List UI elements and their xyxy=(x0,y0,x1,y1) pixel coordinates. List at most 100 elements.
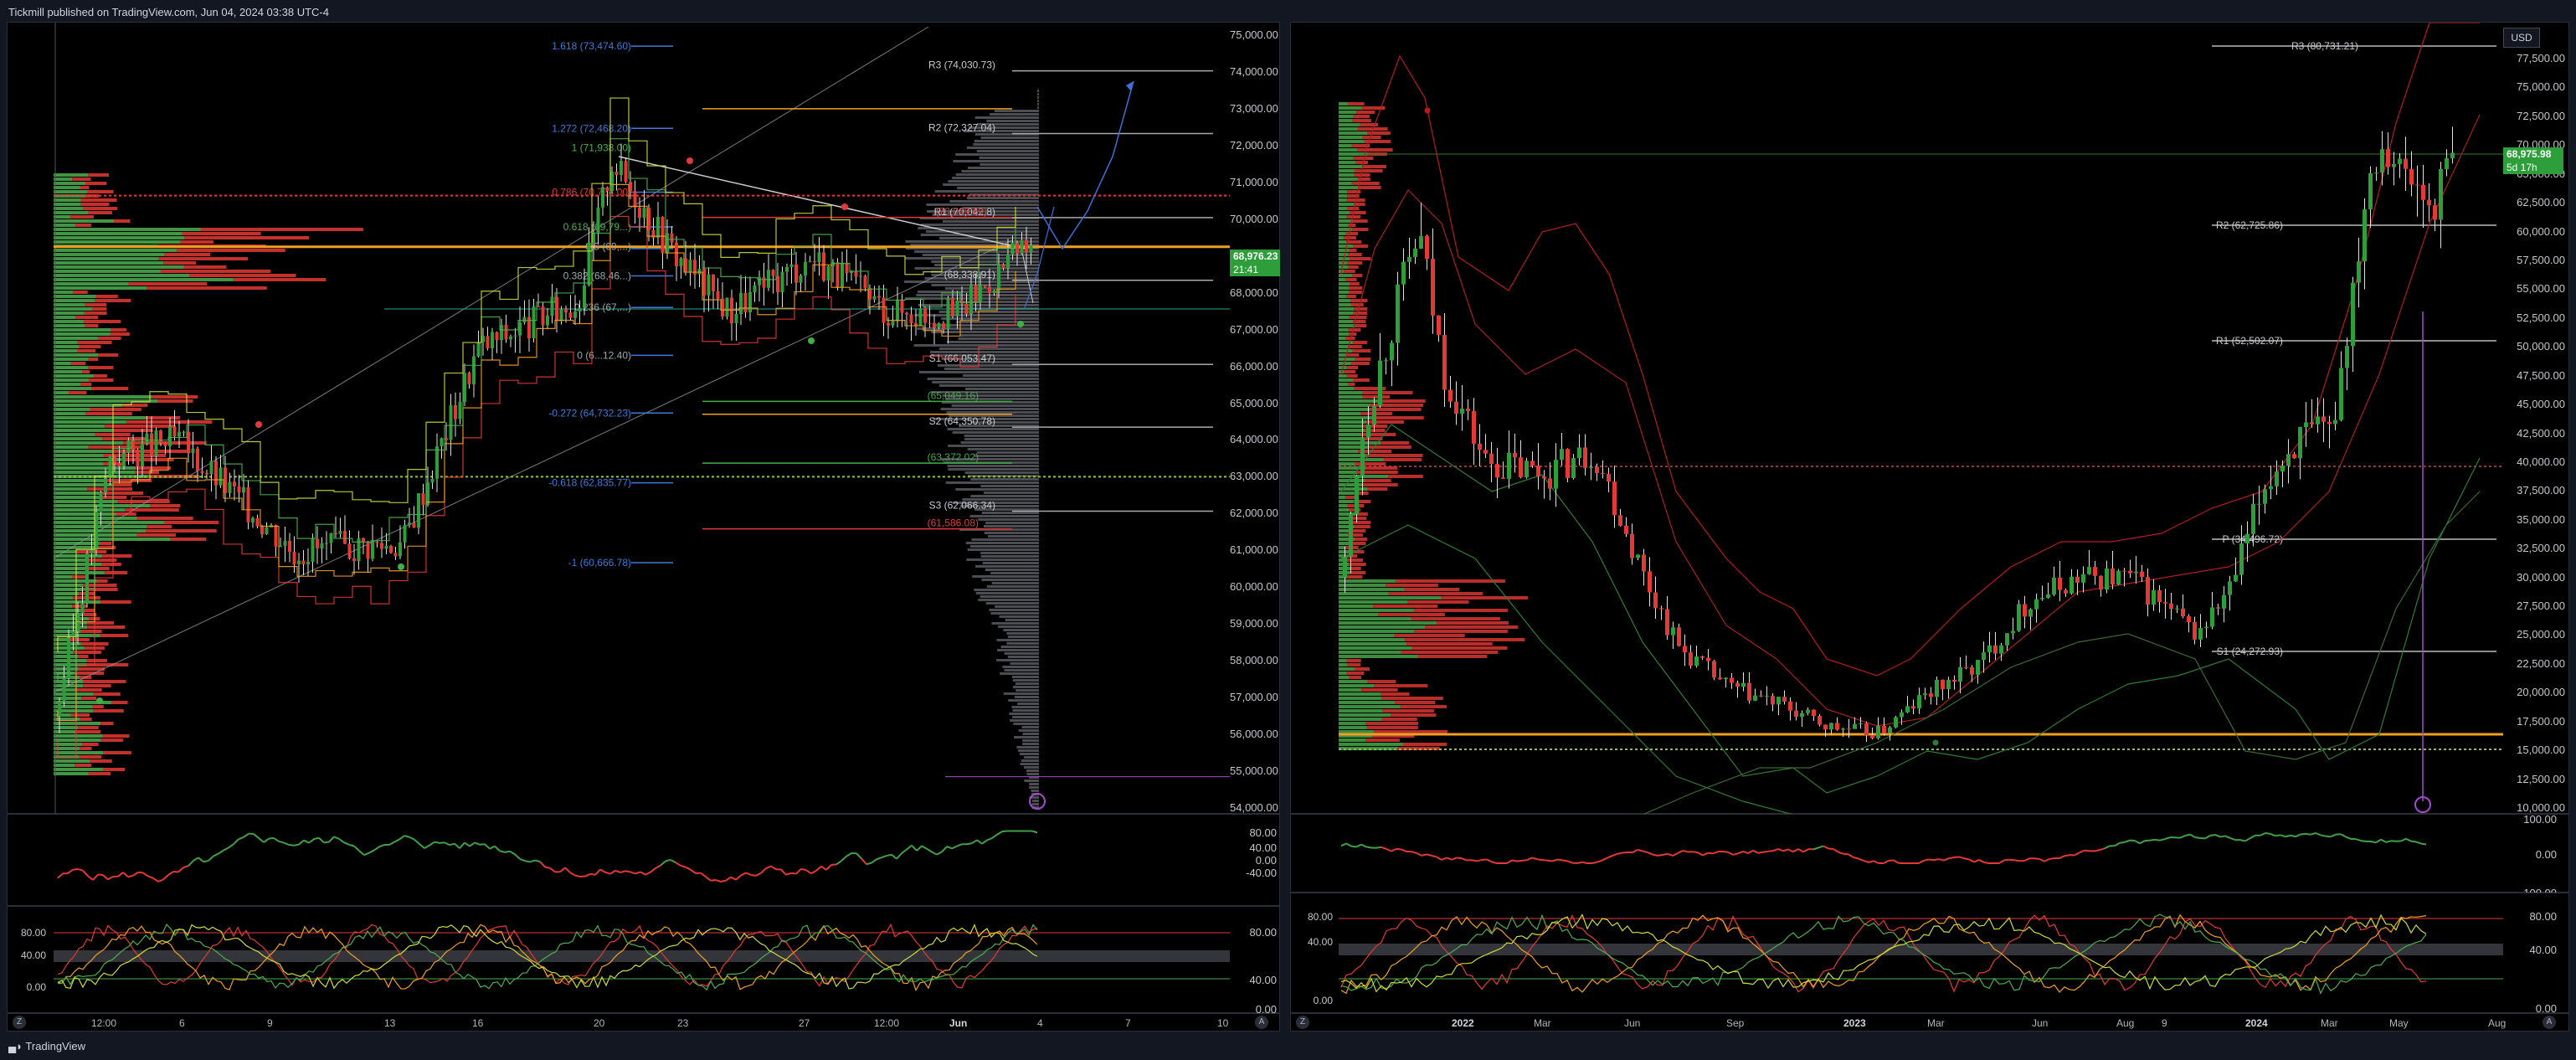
candle-body xyxy=(675,242,678,266)
left-x-tick: 6 xyxy=(179,1017,185,1029)
volume-profile-bar xyxy=(1347,207,1360,210)
volume-profile-bar xyxy=(91,387,129,390)
rsi-segment xyxy=(122,872,129,878)
left-y-tick: 71,000.00 xyxy=(1230,175,1278,188)
candle-body xyxy=(2374,172,2378,174)
candle-body xyxy=(1923,693,1927,696)
right-auto-button[interactable]: A xyxy=(2543,1016,2556,1029)
volume-profile-bar xyxy=(985,569,1039,571)
volume-profile-bar xyxy=(77,655,89,658)
volume-profile-bar xyxy=(1339,709,1383,713)
volume-profile-bar xyxy=(80,186,90,189)
candle-body xyxy=(1765,696,1769,697)
left-zoom-button[interactable]: Z xyxy=(13,1016,26,1029)
candle-body xyxy=(2398,158,2402,164)
rsi-segment xyxy=(730,876,737,881)
volume-profile-bar xyxy=(1339,228,1353,231)
candle-body xyxy=(380,543,383,549)
rsi-segment xyxy=(2023,857,2030,862)
volume-profile-bar xyxy=(69,391,87,394)
volume-profile-bar xyxy=(974,455,1039,457)
left-price-plot[interactable]: 1.618 (73,474.60)1.272 (72,468.20)1 (71,… xyxy=(8,23,1230,815)
volume-profile-bar xyxy=(1353,500,1371,503)
right-price-plot[interactable]: R3 (80,731.21)R2 (62,725.86)R1 (52,502.0… xyxy=(1291,23,2503,815)
volume-profile-bar xyxy=(1374,684,1428,687)
rsi-segment xyxy=(650,867,656,873)
volume-profile-bar xyxy=(54,730,76,733)
volume-profile-bar xyxy=(54,383,81,386)
candle-body xyxy=(1730,677,1734,683)
right-stoch-pane[interactable]: 80.00 40.00 0.00 80.00 40.00 0.00 xyxy=(1290,893,2569,1015)
volume-profile-bar xyxy=(1339,613,1379,616)
volume-profile-bar xyxy=(1003,629,1039,631)
candle-body xyxy=(2433,205,2437,220)
right-price-axis[interactable]: 77,500.0075,000.0072,500.0070,000.0065,0… xyxy=(2503,23,2570,815)
volume-profile-bar xyxy=(146,529,217,533)
volume-profile-bar xyxy=(1339,378,1354,382)
volume-profile-bar xyxy=(1374,730,1447,733)
projection-path xyxy=(1024,206,1055,308)
candle-body xyxy=(780,271,784,293)
rsi-segment xyxy=(1441,857,1447,861)
volume-profile-bar xyxy=(1026,769,1039,772)
volume-profile-bar xyxy=(1354,525,1370,528)
tradingview-brand: TradingView xyxy=(25,1040,85,1052)
volume-profile-bar xyxy=(1352,228,1369,231)
volume-profile-bar xyxy=(54,471,136,474)
right-chart-pane[interactable]: R3 (80,731.21) R2 (62,725.86) R1 (52,502.0… xyxy=(1290,22,2570,815)
candle-body xyxy=(2310,422,2314,425)
volume-profile-bar xyxy=(1339,249,1350,252)
right-y-tick: 72,500.00 xyxy=(2517,109,2565,122)
rsi-segment xyxy=(1531,857,1538,861)
candle-body xyxy=(2157,589,2162,603)
candle-body xyxy=(1618,515,1622,526)
volume-profile-bar xyxy=(999,615,1039,618)
volume-profile-bar xyxy=(1354,173,1370,177)
candle-body xyxy=(2368,172,2373,210)
candle-body xyxy=(1425,235,1429,260)
volume-profile-bar xyxy=(1339,747,1398,750)
right-time-axis[interactable]: 2022 Mar Jun Sep 2023 Mar Jun Aug 9 2024 Mar May Aug… xyxy=(1290,1013,2569,1032)
right-rsi-pane[interactable]: 100.000.00-100.00 xyxy=(1290,813,2569,899)
volume-profile-bar xyxy=(1339,198,1347,202)
volume-profile-bar xyxy=(1349,517,1367,520)
volume-profile-bar xyxy=(1339,605,1374,608)
left-chart-pane[interactable]: 1.618 (73,474.60) 1.272 (72,468.20) 1 (71,… xyxy=(7,22,1281,815)
tradingview-logo[interactable]: ▄◗ TradingView xyxy=(8,1040,85,1052)
volume-profile-bar xyxy=(1349,249,1357,252)
candle-body xyxy=(104,477,107,493)
rsi-segment xyxy=(1597,859,1603,863)
volume-profile-bar xyxy=(54,563,102,566)
volume-profile-bar xyxy=(1339,471,1357,474)
volume-profile-bar xyxy=(83,588,118,591)
left-stoch-pane[interactable]: 80.00 40.00 0.00 80.00 40.00 0.00 xyxy=(7,906,1280,1016)
rsi-segment xyxy=(2355,838,2362,842)
volume-profile-bar xyxy=(54,261,164,265)
rsi-segment xyxy=(2280,834,2286,838)
left-time-axis[interactable]: 12:00 6 9 13 16 20 23 27 12:00 Jun 4 7 10 Z A xyxy=(7,1013,1280,1032)
right-zoom-button[interactable]: Z xyxy=(1296,1016,1309,1029)
left-price-badge: 68,976.23 xyxy=(1230,249,1280,263)
candle-body xyxy=(882,297,886,323)
currency-button[interactable]: USD xyxy=(2503,28,2540,48)
volume-profile-bar xyxy=(1364,140,1391,143)
volume-profile-bar xyxy=(1339,680,1368,683)
candle-body xyxy=(578,307,582,312)
volume-profile-bar xyxy=(54,709,94,713)
volume-profile-bar xyxy=(1339,303,1352,306)
volume-profile-bar xyxy=(962,498,1039,501)
volume-profile-bar xyxy=(1010,662,1039,665)
right-y-tick: 17,500.00 xyxy=(2517,714,2565,728)
left-price-axis[interactable]: 75,000.00 74,000.00 73,000.00 72,000.00 71,0… xyxy=(1230,23,1281,815)
volume-profile-bar xyxy=(147,525,172,528)
rsi-segment xyxy=(795,867,802,875)
candle-body xyxy=(1771,696,1775,705)
left-auto-button[interactable]: A xyxy=(1255,1016,1268,1029)
volume-profile-bar xyxy=(54,441,124,445)
rsi-segment xyxy=(896,852,902,860)
volume-profile-bar xyxy=(981,579,1039,581)
volume-profile-bar xyxy=(54,525,147,528)
volume-profile-bar xyxy=(1345,278,1357,281)
left-rsi-pane[interactable]: 80.00 40.00 0.00 -40.00 xyxy=(7,814,1280,906)
rsi-segment xyxy=(464,841,470,847)
